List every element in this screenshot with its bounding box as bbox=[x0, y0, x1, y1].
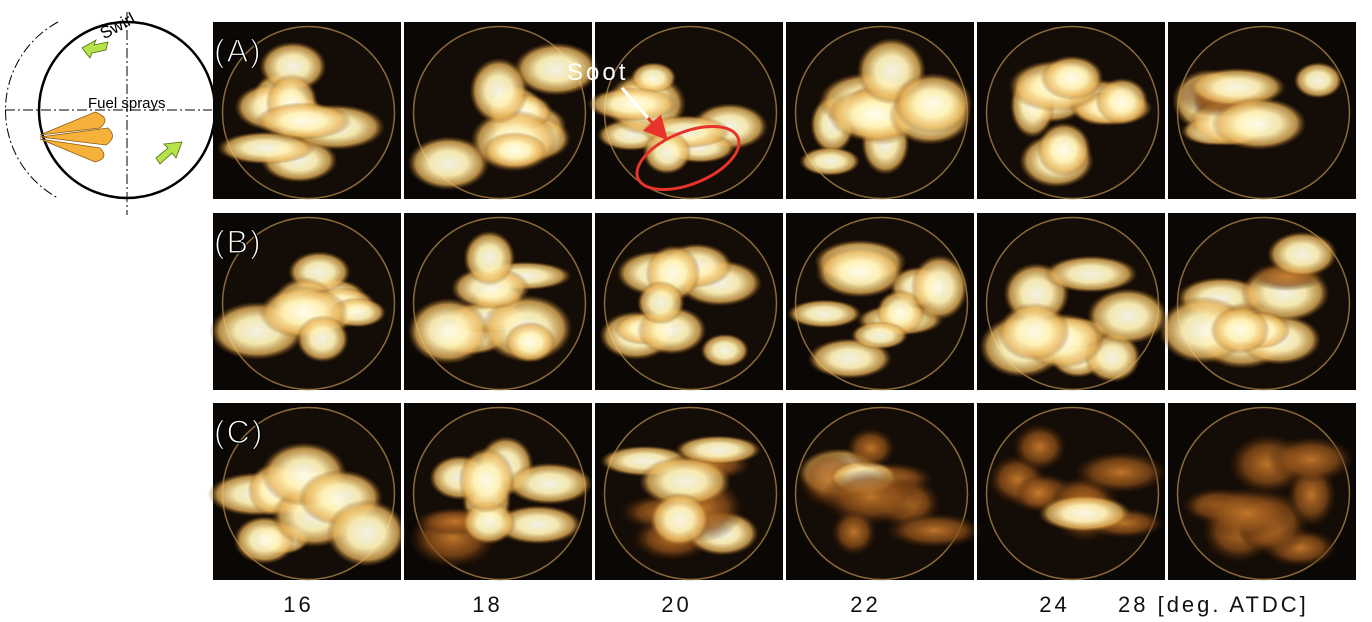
soot-blob bbox=[1073, 451, 1168, 493]
frame-edge bbox=[1165, 22, 1168, 199]
swirl-arrow bbox=[82, 40, 108, 58]
schematic: Swirl Fuel sprays bbox=[5, 9, 215, 215]
row-label: (B) bbox=[214, 224, 263, 260]
flame-blob bbox=[1294, 62, 1343, 98]
frame-edge bbox=[401, 403, 404, 580]
flame-blob bbox=[787, 299, 862, 328]
row-label: (C) bbox=[214, 414, 264, 450]
flame-blob bbox=[327, 499, 407, 566]
flame-blob bbox=[463, 230, 515, 285]
panels bbox=[208, 22, 1359, 580]
flame-blob bbox=[1267, 231, 1337, 277]
flame-blob bbox=[296, 315, 349, 362]
flame-blob bbox=[256, 102, 352, 140]
figure: Swirl Fuel sprays (A) (B) (C) Soot 16 18 20 2… bbox=[0, 0, 1372, 622]
flame-blob bbox=[851, 321, 908, 349]
frame-edge bbox=[783, 22, 786, 199]
flame-blob bbox=[1040, 55, 1103, 100]
angle-label: 18 bbox=[472, 592, 502, 617]
soot-label: Soot bbox=[567, 59, 628, 86]
flame-blob bbox=[637, 281, 685, 325]
swirl-arrow bbox=[156, 142, 182, 164]
flame-blob bbox=[1037, 122, 1091, 176]
flame-blob bbox=[469, 58, 528, 124]
row-label: (A) bbox=[214, 33, 263, 69]
swirl-label: Swirl bbox=[97, 9, 138, 43]
flame-blob bbox=[649, 493, 710, 547]
flame-blob bbox=[1038, 495, 1131, 532]
flame-blob bbox=[587, 87, 678, 121]
soot-blob bbox=[831, 509, 876, 556]
frame-edge bbox=[974, 213, 977, 390]
flame-blob bbox=[799, 147, 860, 176]
frame-edge bbox=[783, 213, 786, 390]
crank-angles: 16 18 20 22 24 28 [deg. ATDC] bbox=[283, 592, 1309, 617]
frame-edge bbox=[1356, 22, 1359, 199]
frame-edge bbox=[401, 213, 404, 390]
soot-blob bbox=[1267, 436, 1355, 482]
frame-edge bbox=[592, 403, 595, 580]
flame-blob bbox=[701, 334, 750, 368]
angle-label: 24 bbox=[1039, 592, 1069, 617]
flame-blob bbox=[1211, 97, 1307, 150]
flame-blob bbox=[1044, 256, 1138, 293]
angle-label: 28 [deg. ATDC] bbox=[1118, 592, 1309, 617]
sprays-label: Fuel sprays bbox=[88, 95, 166, 112]
flame-blob bbox=[1095, 78, 1148, 125]
frame-edge bbox=[401, 22, 404, 199]
angle-label: 20 bbox=[661, 592, 691, 617]
flame-blob bbox=[911, 254, 968, 320]
window bbox=[605, 218, 777, 390]
soot-blob bbox=[846, 428, 895, 469]
frame-edge bbox=[1356, 403, 1359, 580]
soot-blob bbox=[1200, 487, 1293, 539]
flame-blob bbox=[458, 447, 515, 513]
angle-label: 22 bbox=[850, 592, 880, 617]
flame-blob bbox=[816, 247, 905, 298]
frame-edge bbox=[1165, 213, 1168, 390]
flame-blob bbox=[1087, 288, 1168, 344]
frame-edge bbox=[974, 22, 977, 199]
flame-blob bbox=[893, 73, 973, 134]
flame-blob bbox=[483, 132, 547, 169]
flame-blob bbox=[505, 322, 556, 363]
flame-blob bbox=[998, 303, 1070, 361]
frame-edge bbox=[1356, 213, 1359, 390]
flame-blob bbox=[1210, 306, 1269, 354]
frame-edge bbox=[592, 213, 595, 390]
soot-blob bbox=[885, 513, 984, 548]
frame-edge bbox=[783, 403, 786, 580]
frame-edge bbox=[1165, 403, 1168, 580]
frame-edge bbox=[974, 403, 977, 580]
angle-label: 16 bbox=[283, 592, 313, 617]
flame-blob bbox=[506, 463, 593, 505]
soot-blob bbox=[1013, 424, 1067, 471]
